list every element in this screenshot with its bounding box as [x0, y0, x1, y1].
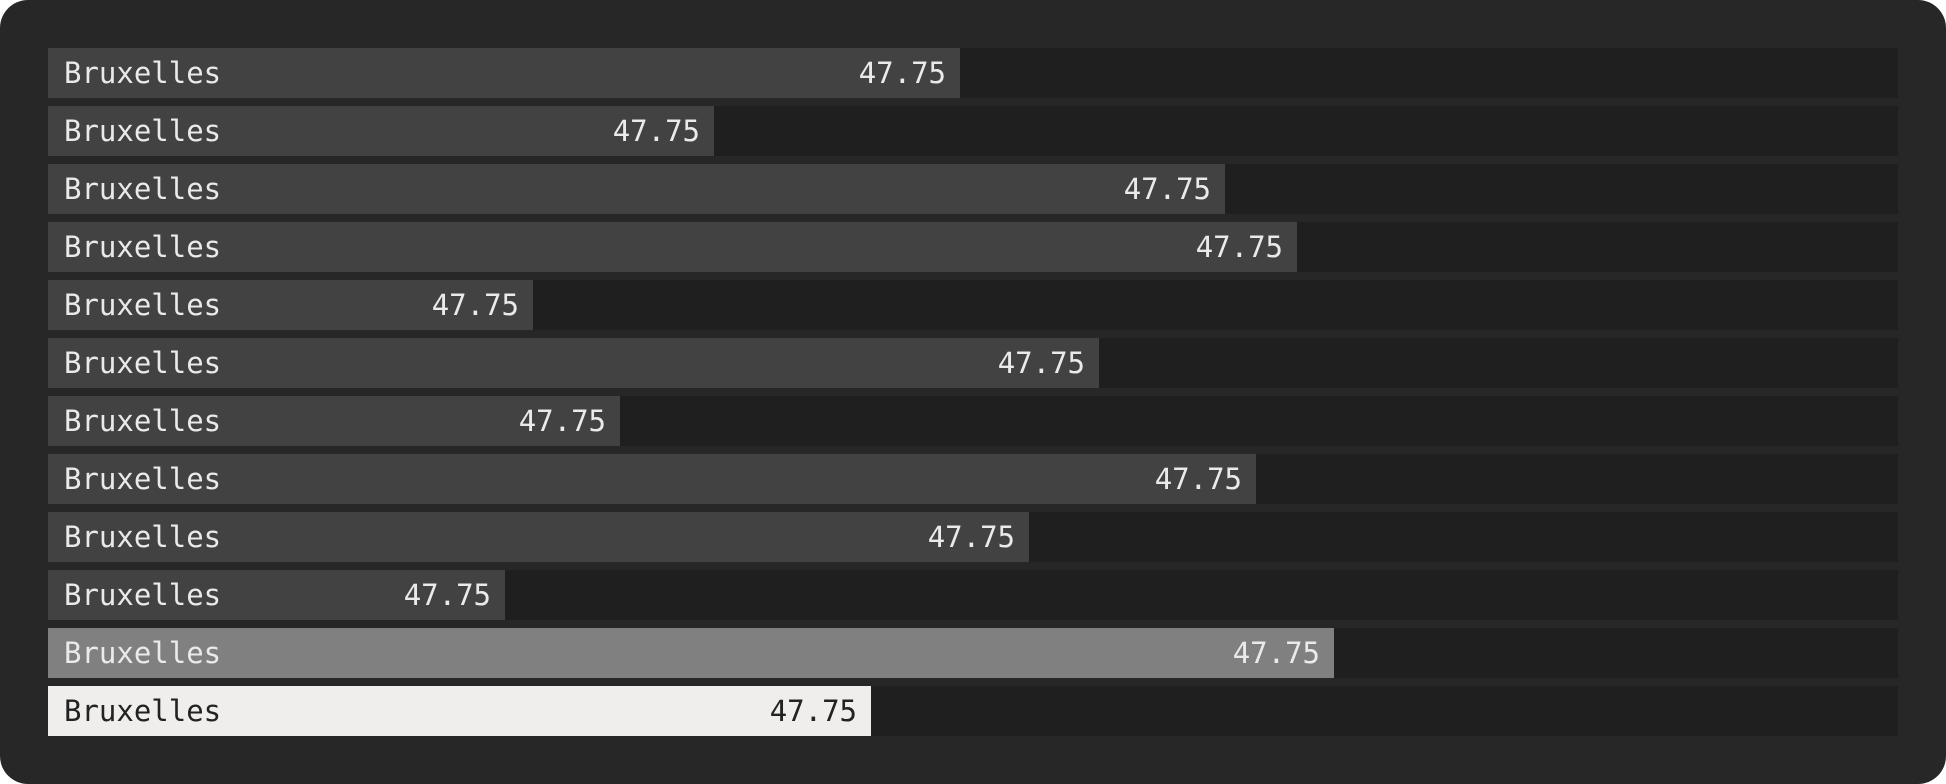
bar-label: Bruxelles: [64, 404, 222, 438]
bar: [48, 454, 1256, 504]
bar-value: 47.75: [1232, 636, 1320, 670]
bar-label: Bruxelles: [64, 346, 222, 380]
bar-label: Bruxelles: [64, 462, 222, 496]
bar-value: 47.75: [431, 288, 519, 322]
bar-value: 47.75: [518, 404, 606, 438]
bar-row: Bruxelles 47.75: [48, 164, 1898, 214]
bar-row: Bruxelles 47.75: [48, 570, 1898, 620]
bar-row: Bruxelles 47.75: [48, 396, 1898, 446]
bar-value: 47.75: [769, 694, 857, 728]
bar-label: Bruxelles: [64, 56, 222, 90]
bar: [48, 396, 620, 446]
bar-label: Bruxelles: [64, 578, 222, 612]
bar-label: Bruxelles: [64, 230, 222, 264]
bar-value: 47.75: [1154, 462, 1242, 496]
bar-row: Bruxelles 47.75: [48, 222, 1898, 272]
bar-row: Bruxelles 47.75: [48, 338, 1898, 388]
bar-value: 47.75: [1123, 172, 1211, 206]
bar-label: Bruxelles: [64, 288, 222, 322]
bar-value: 47.75: [858, 56, 946, 90]
bar-label: Bruxelles: [64, 114, 222, 148]
bar: [48, 222, 1297, 272]
bar: [48, 628, 1334, 678]
bar: [48, 164, 1225, 214]
bar: [48, 338, 1099, 388]
bar-row: Bruxelles 47.75: [48, 106, 1898, 156]
bar-label: Bruxelles: [64, 172, 222, 206]
bar: [48, 512, 1029, 562]
bar-row: Bruxelles 47.75: [48, 280, 1898, 330]
bar-row: Bruxelles 47.75: [48, 48, 1898, 98]
bar-value: 47.75: [997, 346, 1085, 380]
bar-row: Bruxelles 47.75: [48, 628, 1898, 678]
bar-value: 47.75: [612, 114, 700, 148]
bar-row: Bruxelles 47.75: [48, 454, 1898, 504]
bar: [48, 48, 960, 98]
bar-value: 47.75: [927, 520, 1015, 554]
bar-value: 47.75: [1195, 230, 1283, 264]
bar-label: Bruxelles: [64, 636, 222, 670]
bar-list: Bruxelles 47.75 Bruxelles 47.75 Bruxelles 47.…: [48, 48, 1898, 744]
bar-row: Bruxelles 47.75: [48, 512, 1898, 562]
bar-label: Bruxelles: [64, 520, 222, 554]
bar: [48, 106, 714, 156]
bar-label: Bruxelles: [64, 694, 222, 728]
bar-row: Bruxelles 47.75: [48, 686, 1898, 736]
bar: [48, 686, 871, 736]
bar: [48, 280, 533, 330]
bar: [48, 570, 505, 620]
bar-value: 47.75: [403, 578, 491, 612]
